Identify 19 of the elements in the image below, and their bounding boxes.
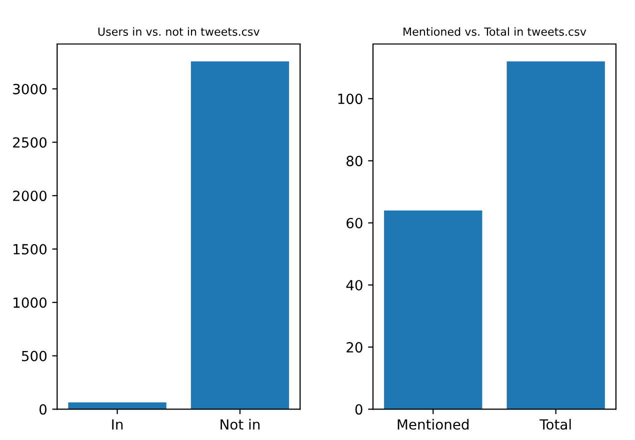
y-tick-label: 2000 [13, 190, 47, 202]
chart-title: Mentioned vs. Total in tweets.csv [404, 27, 586, 36]
y-tick-label: 500 [22, 350, 47, 362]
y-tick-label: 80 [346, 156, 362, 166]
y-tick-label: 20 [346, 342, 362, 353]
y-tick-label: 2500 [13, 137, 47, 148]
y-tick-label: 40 [346, 280, 362, 290]
y-tick-label: 0 [40, 404, 47, 415]
y-tick-label: 1000 [14, 297, 47, 308]
y-tick-label: 1500 [14, 244, 47, 254]
x-tick-label: Mentioned [398, 418, 469, 430]
x-tick-label: Not in [220, 418, 260, 430]
y-tick-label: 3000 [13, 84, 47, 94]
chart-title: Users in vs. not in tweets.csv [98, 27, 260, 36]
y-tick-label: 0 [355, 404, 362, 415]
x-tick-label: In [112, 419, 123, 430]
y-tick-label: 100 [338, 94, 362, 104]
x-tick-label: Total [540, 418, 571, 430]
y-tick-label: 60 [346, 218, 362, 228]
